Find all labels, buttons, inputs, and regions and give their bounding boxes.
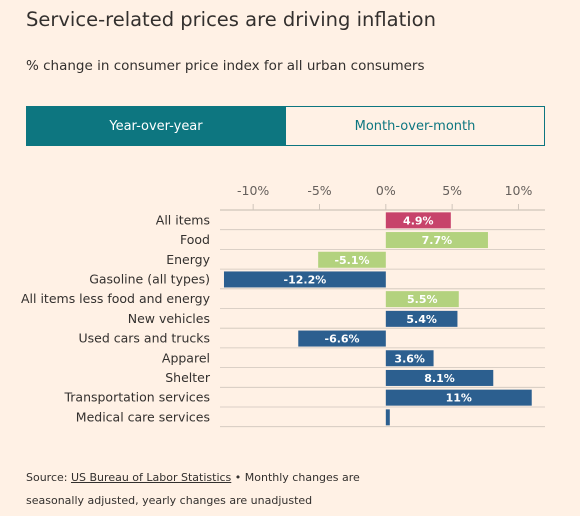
data-label: 5.5% xyxy=(407,293,438,306)
bar xyxy=(385,232,488,249)
data-label: -12.2% xyxy=(284,273,327,286)
category-label: Medical care services xyxy=(76,409,210,424)
data-label: -6.6% xyxy=(325,333,360,346)
chart-subtitle: % change in consumer price index for all… xyxy=(26,58,425,74)
source-line-2: seasonally adjusted, yearly changes are … xyxy=(26,494,313,507)
bar xyxy=(385,212,451,229)
x-tick-label: 5% xyxy=(442,183,462,198)
bar xyxy=(298,330,386,347)
bar xyxy=(385,389,532,406)
data-label: 3.6% xyxy=(394,352,425,365)
chart-title: Service-related prices are driving infla… xyxy=(26,8,436,31)
bar xyxy=(385,409,390,426)
data-label: 8.1% xyxy=(424,372,455,385)
data-label: 7.7% xyxy=(422,234,453,247)
bar xyxy=(223,271,386,288)
source-line-1-rest: • Monthly changes are xyxy=(231,471,360,484)
source-link[interactable]: US Bureau of Labor Statistics xyxy=(70,471,232,484)
bar xyxy=(385,310,458,327)
category-label: Apparel xyxy=(162,350,210,365)
bar xyxy=(385,291,459,308)
category-label: Food xyxy=(180,232,210,247)
data-label: 11% xyxy=(446,392,472,405)
x-tick-label: 10% xyxy=(505,183,533,198)
category-label: Shelter xyxy=(165,370,211,385)
category-label: Gasoline (all types) xyxy=(89,271,210,286)
source-line-1: Source: US Bureau of Labor Statistics • … xyxy=(26,466,360,489)
bar xyxy=(385,350,434,367)
x-tick-label: -10% xyxy=(237,183,269,198)
bar xyxy=(385,369,494,386)
category-label: Energy xyxy=(166,252,210,267)
category-label: New vehicles xyxy=(128,311,210,326)
tab-month-over-month[interactable]: Month-over-month xyxy=(286,106,545,146)
category-label: Used cars and trucks xyxy=(79,331,211,346)
bar-chart: -10% -5% 0% 5% 10% All items 4.9% Food 7.7% Energ… xyxy=(21,183,545,428)
category-label: Transportation services xyxy=(63,390,210,405)
data-label: -5.1% xyxy=(334,254,369,267)
bar xyxy=(318,251,386,268)
x-tick-label: 0% xyxy=(376,183,396,198)
x-tick-label: -5% xyxy=(307,183,331,198)
source-note: Source: US Bureau of Labor Statistics • … xyxy=(26,466,360,512)
period-toggle: Year-over-year Month-over-month xyxy=(26,106,545,146)
data-label: 5.4% xyxy=(406,313,437,326)
tab-year-over-year[interactable]: Year-over-year xyxy=(26,106,286,146)
category-label: All items less food and energy xyxy=(21,291,211,306)
data-label: 4.9% xyxy=(403,214,434,227)
source-prefix: Source: xyxy=(26,471,71,484)
category-label: All items xyxy=(156,212,210,227)
